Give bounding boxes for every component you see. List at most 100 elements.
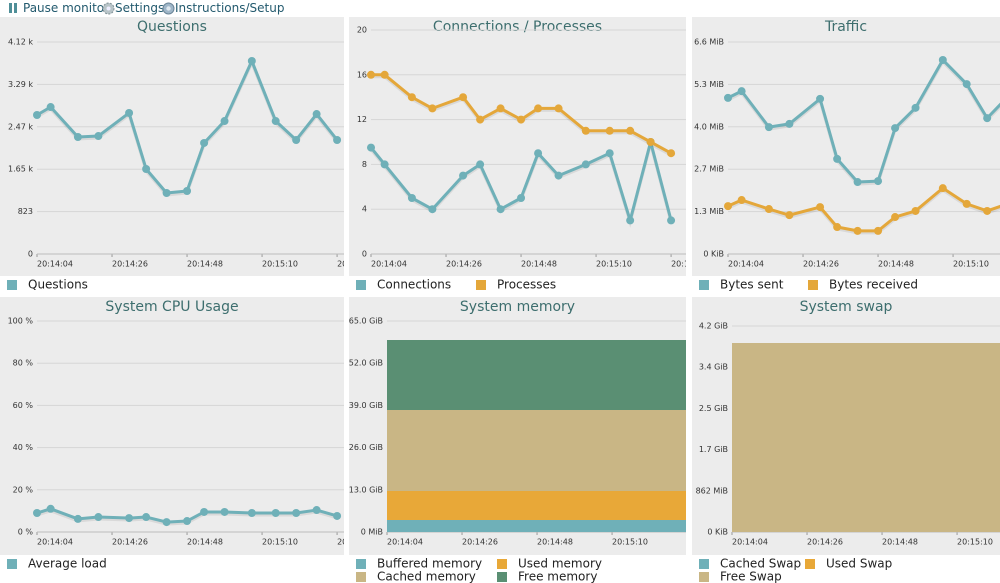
y-tick-label: 80 %: [13, 359, 34, 368]
area-segment: [545, 491, 565, 520]
chart-panel: Traffic 0 KiB 1.3 MiB 2.7 MiB 4.0 MiB 5.3 MiB…: [692, 17, 1000, 292]
x-tick-label: 20:14:26: [807, 538, 843, 547]
settings-link[interactable]: Settings: [115, 1, 165, 15]
area-segment: [414, 519, 439, 532]
x-tick-label: 20:15:10: [262, 538, 298, 547]
area-segment: [676, 491, 686, 520]
area-segment: [393, 491, 415, 520]
legend-label: Used memory: [518, 557, 602, 571]
area-segment: [487, 519, 507, 532]
y-tick-label: 4.2 GiB: [699, 322, 728, 331]
y-tick-label: 5.3 MiB: [694, 80, 724, 89]
legend-label: Bytes received: [829, 278, 918, 292]
area-segment: [387, 409, 395, 492]
point: [646, 138, 655, 146]
x-tick-label: 20:14:48: [882, 538, 918, 547]
y-tick-label: 1.3 MiB: [694, 207, 724, 216]
area-segment: [487, 409, 507, 492]
pause-link[interactable]: Pause monitor: [23, 1, 110, 15]
point: [667, 149, 676, 158]
y-tick-label: 6.6 MiB: [694, 38, 724, 47]
point: [853, 178, 862, 187]
point: [247, 509, 256, 518]
chart-title: System swap: [800, 299, 893, 315]
legend-swatch: [356, 280, 366, 290]
x-tick-label: 20:14:04: [37, 538, 73, 547]
area-segment: [732, 343, 740, 532]
y-tick-label: 16: [357, 70, 367, 79]
point: [247, 57, 256, 66]
point: [33, 509, 41, 518]
area-segment: [808, 343, 834, 532]
x-tick-label: 20:14:04: [37, 260, 73, 269]
chart-title: Connections / Processes: [433, 19, 602, 35]
point: [605, 126, 614, 135]
legend-swatch: [497, 559, 507, 569]
x-tick-label: 20:14:04: [387, 538, 423, 547]
area-segment: [676, 339, 686, 410]
y-tick-label: 0 MiB: [361, 528, 383, 537]
x-tick-label: 20:15:10: [957, 538, 993, 547]
y-tick-label: 4.0 MiB: [694, 122, 724, 131]
area-segment: [933, 343, 960, 532]
point: [367, 143, 375, 152]
y-tick-label: 4: [362, 205, 367, 214]
area-segment: [738, 343, 760, 532]
legend-label: Processes: [497, 278, 556, 292]
area-segment: [463, 519, 489, 532]
point: [46, 504, 55, 513]
y-tick-label: 0 KiB: [707, 528, 728, 537]
x-tick-label: 20:15:32: [337, 538, 344, 547]
x-tick-label: 20:14:26: [803, 260, 839, 269]
y-tick-label: 20 %: [13, 485, 34, 494]
area-segment: [414, 409, 439, 492]
y-tick-label: 4.12 k: [8, 38, 33, 47]
point: [833, 154, 842, 163]
y-tick-label: 52.0 GiB: [349, 359, 383, 368]
x-tick-label: 20:14:26: [112, 260, 148, 269]
area-segment: [506, 409, 528, 492]
y-tick-label: 26.0 GiB: [349, 443, 383, 452]
x-tick-label: 20:14:26: [112, 538, 148, 547]
legend-swatch: [7, 280, 17, 290]
x-tick-label: 20:14:48: [187, 260, 223, 269]
legend-label: Buffered memory: [377, 557, 482, 571]
x-tick-label: 20:14:48: [521, 260, 557, 269]
point: [292, 135, 301, 144]
instructions-link[interactable]: Instructions/Setup: [175, 1, 285, 15]
area-segment: [506, 519, 528, 532]
area-segment: [613, 339, 637, 410]
legend-swatch: [699, 559, 709, 569]
y-tick-label: 2.7 MiB: [694, 165, 724, 174]
point: [517, 194, 526, 202]
point: [380, 70, 389, 79]
y-tick-label: 100 %: [8, 317, 34, 326]
point: [367, 70, 375, 79]
point: [142, 513, 151, 522]
chart-panel: System memory 0 MiB 13.0 GiB 26.0 GiB 39.0 G…: [349, 297, 686, 583]
y-tick-label: 20: [357, 26, 367, 35]
y-tick-label: 1.65 k: [8, 165, 33, 174]
point: [816, 203, 825, 212]
area-segment: [545, 519, 565, 532]
point: [962, 80, 971, 89]
point: [724, 93, 732, 102]
point: [938, 184, 947, 193]
point: [764, 123, 773, 132]
point: [200, 138, 209, 147]
point: [554, 104, 563, 113]
area-segment: [564, 339, 589, 410]
area-segment: [635, 491, 657, 520]
point: [874, 226, 883, 235]
area-segment: [438, 409, 465, 492]
y-tick-label: 60 %: [13, 401, 34, 410]
area-segment: [635, 409, 657, 492]
legend-label: Free Swap: [720, 570, 782, 583]
area-segment: [387, 491, 395, 520]
area-segment: [832, 343, 852, 532]
legend-label: Free memory: [518, 570, 597, 583]
area-segment: [588, 339, 615, 410]
chart-title: System CPU Usage: [105, 299, 238, 315]
area-segment: [909, 343, 934, 532]
